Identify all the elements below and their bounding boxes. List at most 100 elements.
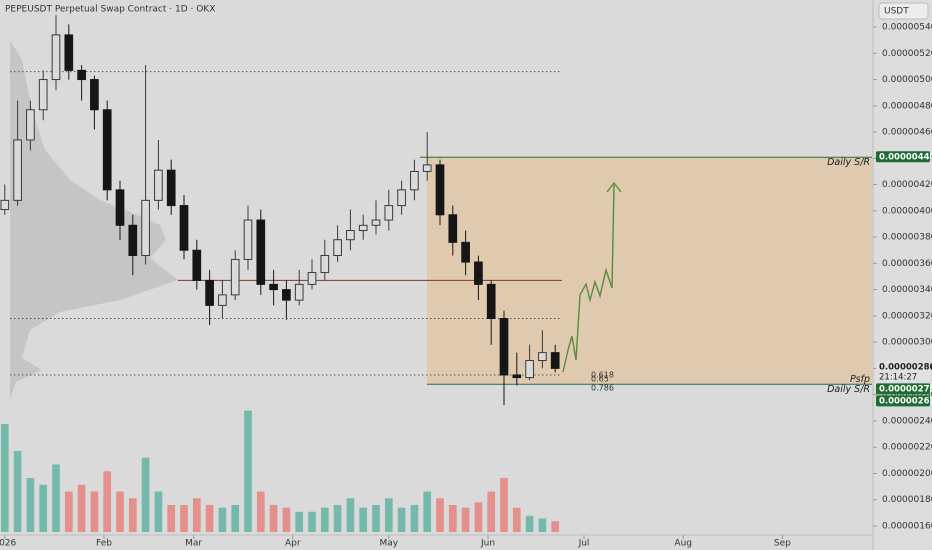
volume-bar (308, 511, 316, 532)
volume-bar (256, 491, 265, 532)
y-tick-label: 0.0000040000 (882, 206, 932, 216)
candle-body (422, 164, 432, 172)
x-tick-label: Jun (480, 539, 495, 549)
countdown: 21:14:27 (879, 372, 917, 382)
price-tag-label: 0.000002808 (879, 362, 932, 372)
y-tick-label: 0.0000038000 (882, 233, 932, 243)
volume-bar (500, 478, 508, 532)
candle-body (128, 224, 138, 256)
fib-label: 0.65 (591, 375, 609, 384)
volume-bar (282, 507, 291, 532)
candle-body (38, 79, 48, 111)
volume-bar (551, 521, 560, 532)
candle-body (230, 258, 240, 296)
candle-body (154, 169, 163, 201)
candle-body (397, 189, 406, 207)
price-tag-label: 0.000002679 (879, 396, 932, 406)
annotation: Daily S/R (827, 157, 870, 168)
candle-body (435, 164, 445, 216)
candle-body (192, 249, 202, 281)
volume-bar (244, 410, 252, 532)
volume-bar (103, 471, 112, 532)
candle-body (115, 189, 125, 226)
y-tick-label: 0.0000054000 (882, 23, 932, 33)
price-tag-label: 0.000004408 (879, 152, 932, 162)
y-tick-label: 0.0000030000 (882, 338, 932, 348)
candle-body (141, 199, 150, 256)
candle-body (486, 283, 496, 320)
volume-bar (512, 507, 521, 532)
x-tick-label: Mar (185, 539, 202, 549)
candle-body (243, 219, 253, 260)
volume-bar (295, 511, 304, 532)
volume-bar (52, 464, 60, 532)
candle-body (13, 139, 22, 201)
volume-bar (205, 505, 214, 532)
candle-body (282, 289, 291, 301)
candle-body (410, 170, 419, 191)
volume-bar (0, 424, 9, 532)
price-tag (876, 361, 930, 383)
candle-body (102, 109, 112, 191)
price-axis-panel (873, 0, 932, 550)
y-tick-label: 0.0000016000 (882, 521, 932, 531)
volume-profile (10, 40, 178, 400)
y-tick-label: 0.0000050000 (882, 75, 932, 85)
volume-bar (372, 505, 380, 532)
volume-bar (487, 491, 496, 532)
volume-bar (525, 515, 534, 532)
y-tick-label: 0.0000018000 (882, 495, 932, 505)
volume-bar (538, 518, 547, 532)
candle-body (307, 272, 317, 285)
currency-label[interactable]: USDT (884, 7, 909, 17)
y-tick-label: 0.0000048000 (882, 101, 932, 111)
candle-body (51, 34, 61, 81)
x-tick-label: May (379, 539, 398, 549)
candle-body (294, 283, 304, 301)
volume-bar (167, 505, 176, 532)
fib-label: 0.618 (591, 371, 614, 380)
volume-bar (384, 498, 393, 532)
volume-bar (410, 505, 419, 532)
volume-bar (90, 491, 99, 532)
volume-bar (448, 505, 457, 532)
chart-title: PEPEUSDT Perpetual Swap Contract · 1D · … (5, 5, 215, 15)
zone-box (427, 157, 872, 385)
volume-bar (397, 507, 406, 532)
volume-bar (461, 507, 470, 532)
volume-bar (13, 451, 22, 532)
y-tick-label: 0.0000046000 (882, 128, 932, 138)
volume-bar (359, 507, 368, 532)
currency-button[interactable] (878, 2, 929, 20)
x-tick-label: Sep (774, 539, 791, 549)
candle-body (384, 205, 394, 221)
y-tick-label: 0.0000052000 (882, 49, 932, 59)
candle-body (90, 79, 99, 111)
plot-layer: 0.0000054000 0.0000052000 0.0000050000 0.00… (0, 15, 932, 549)
volume-bar (141, 457, 150, 532)
y-tick-label: 0.0000022000 (882, 443, 932, 453)
x-tick-label: 2026 (0, 539, 17, 549)
volume-bar (320, 507, 329, 532)
y-tick-label: 0.0000036000 (882, 259, 932, 269)
x-tick-label: Apr (285, 539, 301, 549)
x-tick-label: Aug (674, 539, 692, 549)
candle-body (256, 219, 266, 285)
annotation: Psfp (850, 374, 870, 385)
y-tick-label: 0.0000034000 (882, 285, 932, 295)
volume-bar (346, 498, 355, 532)
y-tick-label: 0.0000042000 (882, 180, 932, 190)
volume-bar (39, 484, 48, 532)
candle-body (474, 261, 483, 285)
projection-arrow (606, 181, 622, 193)
volume-bar (77, 484, 86, 532)
volume-bar (128, 498, 137, 532)
x-tick-label: Feb (96, 539, 112, 549)
fib-label: 0.786 (591, 384, 614, 393)
candle-body (179, 205, 189, 251)
candle-body (550, 352, 560, 369)
price-tag (876, 395, 930, 407)
x-tick-label: Jul (578, 539, 590, 549)
candle-body (269, 283, 278, 291)
